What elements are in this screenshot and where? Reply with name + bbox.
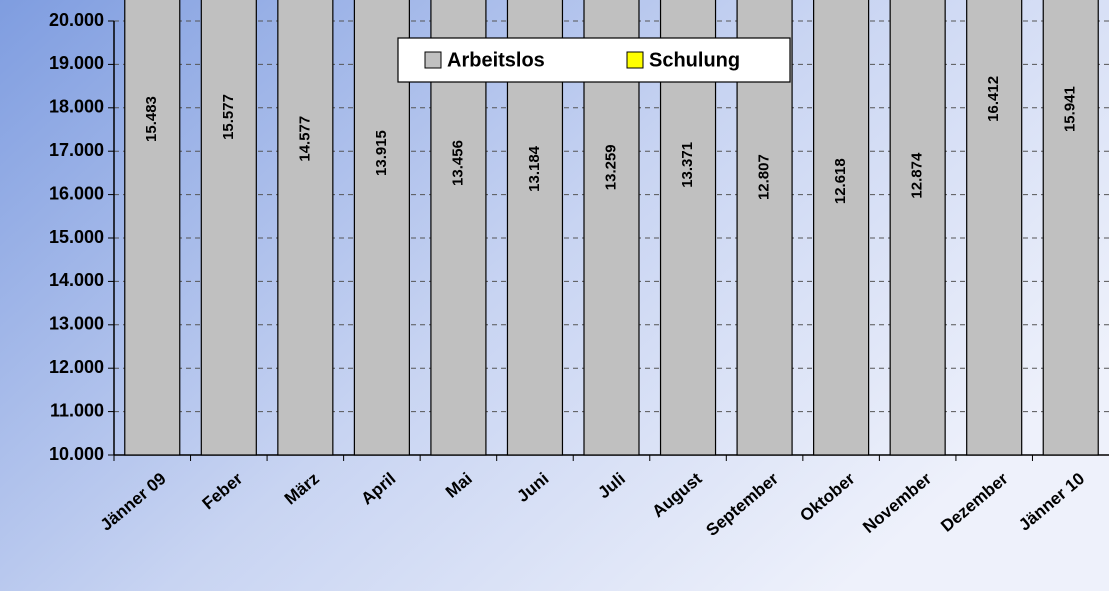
legend-swatch — [424, 51, 442, 69]
data-label: 13.915 — [373, 130, 390, 176]
bar-segment — [200, 0, 257, 456]
y-tick-label: 12.000 — [49, 357, 104, 377]
y-tick-label: 17.000 — [49, 140, 104, 160]
bar-segment — [889, 0, 946, 456]
data-label: 13.456 — [449, 140, 466, 186]
data-label: 13.371 — [679, 142, 696, 188]
bar-segment — [1042, 0, 1099, 456]
y-tick-label: 15.000 — [49, 227, 104, 247]
data-label: 14.577 — [296, 116, 313, 162]
data-label: 12.618 — [832, 158, 849, 204]
y-tick-label: 11.000 — [50, 400, 104, 420]
data-label: 15.483 — [143, 96, 160, 142]
bar-segment — [813, 0, 870, 456]
y-tick-label: 20.000 — [49, 10, 104, 30]
y-tick-label: 18.000 — [49, 97, 104, 117]
y-tick-label: 10.000 — [49, 444, 104, 464]
bar-segment — [966, 0, 1023, 456]
bar-segment — [277, 0, 334, 456]
data-label: 12.874 — [909, 152, 926, 199]
legend-swatch — [626, 51, 644, 69]
data-label: 15.941 — [1062, 86, 1079, 132]
legend-label: Schulung — [649, 49, 740, 71]
y-tick-label: 19.000 — [49, 53, 104, 73]
legend-box — [397, 37, 791, 83]
data-label: 13.184 — [526, 145, 543, 192]
data-label: 13.259 — [602, 144, 619, 190]
y-tick-label: 14.000 — [49, 270, 104, 290]
data-label: 16.412 — [985, 76, 1002, 122]
y-tick-label: 16.000 — [49, 183, 104, 203]
data-label: 12.807 — [756, 154, 773, 200]
data-label: 15.577 — [220, 94, 237, 140]
legend-label: Arbeitslos — [447, 49, 545, 71]
legend: Arbeitslos Schulung — [397, 37, 791, 83]
y-tick-label: 13.000 — [49, 314, 104, 334]
bar-segment — [124, 0, 181, 456]
